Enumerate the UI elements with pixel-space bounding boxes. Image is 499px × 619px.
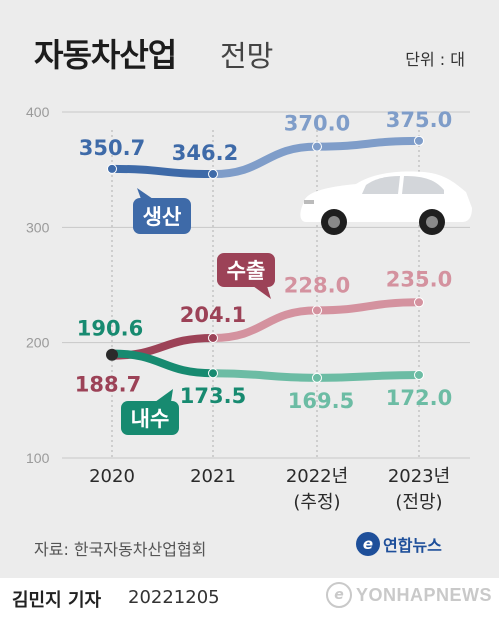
series-badge: 생산 [133,188,191,234]
data-point [414,297,424,308]
x-tick-label: 2020 [89,466,135,487]
watermark-text: YONHAPNEWS [356,584,493,605]
data-label: 188.7 [75,373,141,397]
data-point [312,305,322,316]
car-icon [300,171,472,235]
series-line-segment [108,349,217,378]
data-label: 173.5 [180,384,246,408]
badge-tail [137,188,153,199]
grid-lines [62,111,470,459]
series-line-segment [108,164,217,179]
x-tick-note: (추정) [293,492,340,513]
y-tick-label: 400 [26,104,50,120]
badge-label: 생산 [143,205,182,229]
logo-mark-icon: e [356,532,380,556]
watermark: e YONHAPNEWS [326,582,492,608]
badge-label: 수출 [227,259,266,283]
data-label: 169.5 [288,389,354,413]
data-point [107,163,117,174]
data-labels: 350.7 346.2 370.0 375.0 188.7 204.1 228.0 235.0… [75,108,452,413]
data-label: 228.0 [284,273,350,297]
infographic-card [0,0,499,578]
logo-text: 연합뉴스 [383,536,442,555]
data-point [208,368,218,379]
data-point [312,372,322,383]
x-tick-label: 2021 [190,466,236,487]
series-line-segment [313,370,423,382]
start-point [106,348,118,361]
unit-label: 단위 : 대 [405,50,465,69]
data-label: 172.0 [386,386,452,410]
y-axis: 400 300 200 100 [26,104,50,466]
badge-tail [253,286,271,299]
y-tick-label: 200 [26,335,50,351]
y-tick-label: 300 [26,219,50,235]
data-label: 375.0 [386,108,452,132]
series-line-segment [209,306,321,342]
source-note: 자료: 한국자동차산업협회 [34,540,207,559]
report-date: 20221205 [128,587,220,608]
series-line-segment [313,136,423,151]
x-axis: 2020 2021 2022년 (추정) 2023년 (전망) [89,466,450,513]
series-line-segment [209,142,321,179]
badge-box [121,401,179,435]
data-point [414,369,424,380]
badge-box [133,198,191,234]
data-point [414,135,424,146]
data-label: 370.0 [284,112,350,136]
watermark-mark-icon: e [326,582,352,608]
y-tick-label: 100 [26,450,50,466]
page-title: 자동차산업 [34,36,177,74]
badge-box [217,253,275,287]
page-subtitle: 전망 [220,39,274,73]
badge-label: 내수 [131,407,170,431]
series-line-segment [209,369,321,382]
data-label: 204.1 [180,303,246,327]
series-line-segment [313,298,423,315]
reporter-name: 김민지 기자 [12,590,102,611]
series-badge: 내수 [121,389,179,435]
data-label: 346.2 [172,141,238,165]
data-point [208,332,218,343]
data-point [312,141,322,152]
x-tick-note: (전망) [395,492,442,513]
x-tick-label: 2022년 [286,466,348,487]
series-lines [106,135,424,383]
x-tick-label: 2023년 [388,466,450,487]
data-label: 350.7 [79,136,145,160]
series-badge: 수출 [217,253,275,299]
data-point [208,169,218,180]
data-label: 235.0 [386,267,452,291]
badge-tail [155,389,173,402]
yonhap-logo: e 연합뉴스 [356,532,442,556]
data-label: 190.6 [77,317,143,341]
